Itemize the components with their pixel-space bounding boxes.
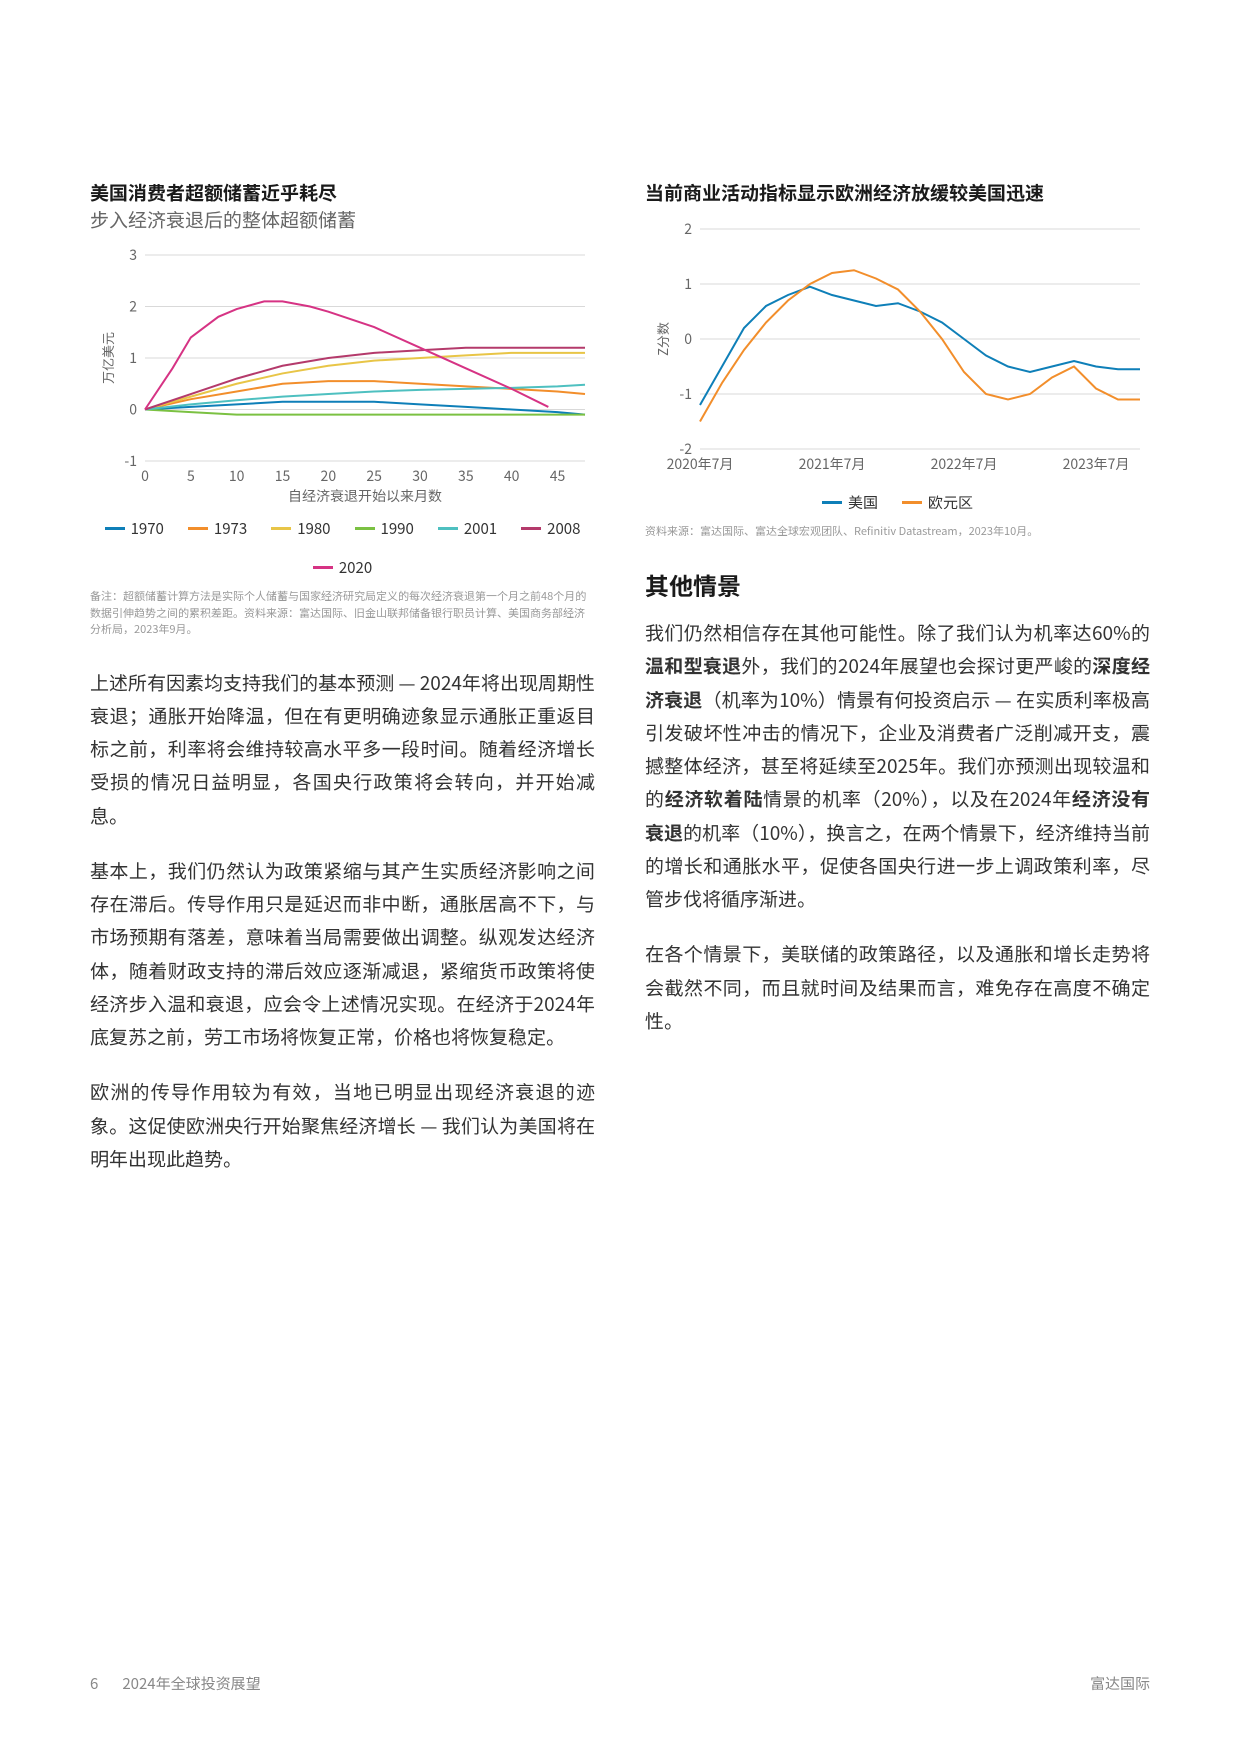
chart1-footnote: 备注：超额储蓄计算方法是实际个人储蓄与国家经济研究局定义的每次经济衰退第一个月之… xyxy=(90,588,595,638)
svg-text:-1: -1 xyxy=(124,451,137,471)
page-footer: 6 2024年全球投资展望 富达国际 xyxy=(90,1673,1150,1694)
svg-text:0: 0 xyxy=(684,329,692,349)
svg-text:20: 20 xyxy=(321,466,337,486)
svg-text:10: 10 xyxy=(229,466,245,486)
left-para-1: 上述所有因素均支持我们的基本预测 — 2024年将出现周期性衰退；通胀开始降温，… xyxy=(90,666,595,832)
legend-item: 1970 xyxy=(105,518,164,539)
svg-text:30: 30 xyxy=(412,466,428,486)
svg-text:45: 45 xyxy=(550,466,566,486)
legend-item: 2008 xyxy=(521,518,580,539)
page-number: 6 xyxy=(90,1673,98,1694)
left-para-3: 欧洲的传导作用较为有效，当地已明显出现经济衰退的迹象。这促使欧洲央行开始聚焦经济… xyxy=(90,1075,595,1175)
svg-text:2023年7月: 2023年7月 xyxy=(1063,454,1130,474)
svg-text:0: 0 xyxy=(141,466,149,486)
legend-item: 美国 xyxy=(822,492,878,513)
svg-text:35: 35 xyxy=(458,466,474,486)
right-para-2: 在各个情景下，美联储的政策路径，以及通胀和增长走势将会截然不同，而且就时间及结果… xyxy=(645,937,1150,1037)
chart2-title: 当前商业活动指标显示欧洲经济放缓较美国迅速 xyxy=(645,180,1150,207)
section-heading-other: 其他情景 xyxy=(645,567,1150,602)
svg-text:自经济衰退开始以来月数: 自经济衰退开始以来月数 xyxy=(288,486,442,505)
chart1-legend: 1970 1973 1980 1990 2001 2008 2020 xyxy=(90,518,595,578)
svg-text:3: 3 xyxy=(129,245,137,265)
legend-item: 1990 xyxy=(355,518,414,539)
chart1-title: 美国消费者超额储蓄近乎耗尽 xyxy=(90,180,595,207)
brand-name: 富达国际 xyxy=(1090,1673,1150,1694)
svg-text:-1: -1 xyxy=(679,384,692,404)
svg-text:万亿美元: 万亿美元 xyxy=(98,332,117,384)
legend-item: 欧元区 xyxy=(902,492,973,513)
legend-item: 2001 xyxy=(438,518,497,539)
svg-text:40: 40 xyxy=(504,466,520,486)
svg-text:0: 0 xyxy=(129,400,137,420)
svg-text:2022年7月: 2022年7月 xyxy=(931,454,998,474)
right-column: 当前商业活动指标显示欧洲经济放缓较美国迅速 -2-10122020年7月2021… xyxy=(645,180,1150,1197)
chart1-subtitle: 步入经济衰退后的整体超额储蓄 xyxy=(90,207,595,234)
left-para-2: 基本上，我们仍然认为政策紧缩与其产生实质经济影响之间存在滞后。传导作用只是延迟而… xyxy=(90,854,595,1054)
svg-text:2: 2 xyxy=(129,297,137,317)
left-column: 美国消费者超额储蓄近乎耗尽 步入经济衰退后的整体超额储蓄 -1012305101… xyxy=(90,180,595,1197)
svg-text:25: 25 xyxy=(366,466,382,486)
chart2: -2-10122020年7月2021年7月2022年7月2023年7月Z分数 美… xyxy=(645,219,1150,513)
svg-text:5: 5 xyxy=(187,466,195,486)
legend-item: 2020 xyxy=(313,557,372,578)
doc-title: 2024年全球投资展望 xyxy=(122,1673,260,1694)
svg-text:2021年7月: 2021年7月 xyxy=(799,454,866,474)
svg-text:2020年7月: 2020年7月 xyxy=(667,454,734,474)
chart2-footnote: 资料来源：富达国际、富达全球宏观团队、Refinitiv Datastream，… xyxy=(645,523,1150,540)
right-para-1: 我们仍然相信存在其他可能性。除了我们认为机率达60%的温和型衰退外，我们的202… xyxy=(645,616,1150,915)
svg-text:Z分数: Z分数 xyxy=(653,322,672,356)
legend-item: 1980 xyxy=(271,518,330,539)
svg-text:15: 15 xyxy=(275,466,291,486)
legend-item: 1973 xyxy=(188,518,247,539)
svg-text:2: 2 xyxy=(684,219,692,239)
chart2-legend: 美国 欧元区 xyxy=(645,492,1150,513)
svg-text:1: 1 xyxy=(129,348,137,368)
chart1: -10123051015202530354045自经济衰退开始以来月数万亿美元 … xyxy=(90,245,595,578)
svg-text:1: 1 xyxy=(684,274,692,294)
